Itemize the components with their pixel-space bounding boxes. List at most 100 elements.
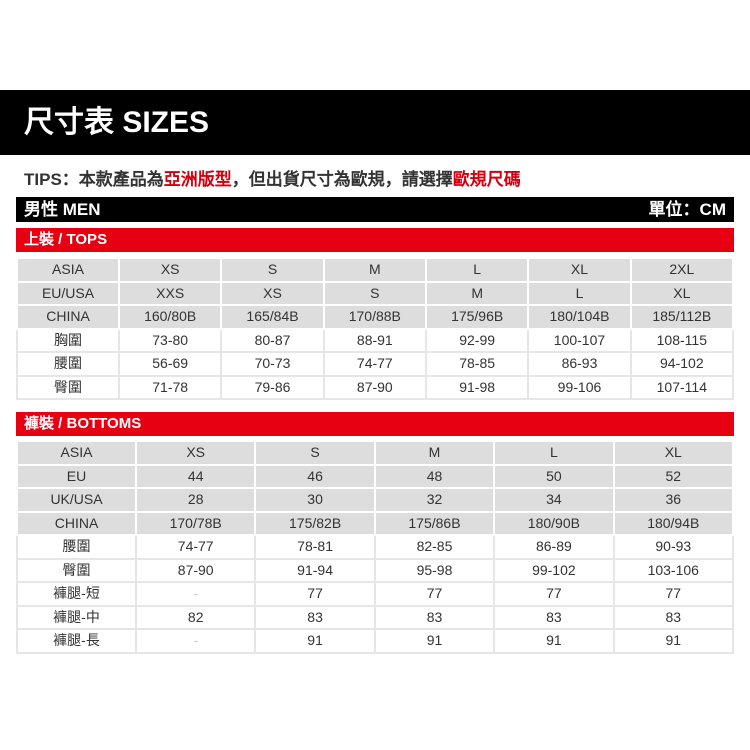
table-row: CHINA 160/80B 165/84B 170/88B 175/96B 180/104… xyxy=(16,304,735,330)
tips-prefix: TIPS：本款產品為 xyxy=(24,170,164,189)
table-cell: 175/82B xyxy=(254,510,376,536)
row-label: EU xyxy=(16,463,137,489)
table-cell: 91-94 xyxy=(254,557,376,583)
table-cell: 2XL xyxy=(629,257,735,283)
tops-header: 上裝 / TOPS xyxy=(16,228,734,252)
table-row: ASIA XS S M L XL xyxy=(16,440,735,466)
table-cell: 160/80B xyxy=(117,304,223,330)
table-cell: XS xyxy=(117,257,223,283)
table-cell: L xyxy=(424,257,530,283)
table-cell: S xyxy=(254,440,376,466)
row-label: 褲腿-長 xyxy=(16,628,137,654)
bottoms-size-table: ASIA XS S M L XL EU 44 46 48 50 52 UK/USA 28 30 32 34 36 C… xyxy=(16,440,735,654)
row-label: UK/USA xyxy=(16,487,137,513)
table-cell: 52 xyxy=(612,463,735,489)
table-cell: 94-102 xyxy=(629,351,735,377)
row-label: CHINA xyxy=(16,510,137,536)
table-row: EU/USA XXS XS S M L XL xyxy=(16,280,735,306)
unit-label: 單位：CM xyxy=(648,200,726,219)
table-cell: 91-98 xyxy=(424,374,530,400)
table-cell: 83 xyxy=(612,604,735,630)
table-cell: 165/84B xyxy=(220,304,325,330)
table-cell: 180/104B xyxy=(527,304,632,330)
table-cell: 80-87 xyxy=(220,327,325,353)
table-cell: 107-114 xyxy=(629,374,735,400)
table-cell: 36 xyxy=(612,487,735,513)
table-row: 褲腿-短 -77 77 77 77 xyxy=(16,581,735,607)
table-row: UK/USA 28 30 32 34 36 xyxy=(16,487,735,513)
table-cell: 185/112B xyxy=(629,304,735,330)
table-cell: 100-107 xyxy=(527,327,632,353)
table-cell: 83 xyxy=(493,604,615,630)
table-cell: - xyxy=(134,628,257,654)
tops-size-table: ASIA XS S M L XL 2XL EU/USA XXS XS S M L XL CHINA 160/8… xyxy=(16,257,735,400)
table-cell: S xyxy=(220,257,325,283)
table-cell: 180/94B xyxy=(612,510,735,536)
section-label: 男性 MEN xyxy=(24,200,101,219)
table-cell: 46 xyxy=(254,463,376,489)
table-cell: XL xyxy=(527,257,632,283)
table-cell: 28 xyxy=(134,487,257,513)
tips-highlight-asian-fit: 亞洲版型 xyxy=(163,170,232,189)
table-cell: 95-98 xyxy=(373,557,496,583)
table-cell: 103-106 xyxy=(612,557,735,583)
table-cell: 99-102 xyxy=(493,557,615,583)
table-cell: 48 xyxy=(373,463,496,489)
table-cell: L xyxy=(527,280,632,306)
row-label: 臀圍 xyxy=(16,374,120,400)
table-row: 腰圍 56-69 70-73 74-77 78-85 86-93 94-102 xyxy=(16,351,735,377)
row-label: 腰圍 xyxy=(16,351,120,377)
table-cell: 77 xyxy=(254,581,376,607)
table-cell: 170/78B xyxy=(134,510,257,536)
table-cell: XXS xyxy=(117,280,223,306)
table-cell: 71-78 xyxy=(117,374,223,400)
row-label: 褲腿-短 xyxy=(16,581,137,607)
table-cell: S xyxy=(322,280,427,306)
table-cell: M xyxy=(424,280,530,306)
table-row: CHINA 170/78B 175/82B 175/86B 180/90B 180/94B xyxy=(16,510,735,536)
row-label: 臀圍 xyxy=(16,557,137,583)
table-cell: 74-77 xyxy=(322,351,427,377)
table-cell: 90-93 xyxy=(612,534,735,560)
table-cell: 78-81 xyxy=(254,534,376,560)
table-cell: 91 xyxy=(373,628,496,654)
table-cell: 34 xyxy=(493,487,615,513)
table-cell: - xyxy=(134,581,257,607)
row-label: ASIA xyxy=(16,257,120,283)
table-cell: 56-69 xyxy=(117,351,223,377)
table-cell: 87-90 xyxy=(134,557,257,583)
table-cell: 83 xyxy=(373,604,496,630)
tips-highlight-eu-size: 歐規尺碼 xyxy=(452,170,521,189)
table-cell: XL xyxy=(612,440,735,466)
row-label: 胸圍 xyxy=(16,327,120,353)
table-row: EU 44 46 48 50 52 xyxy=(16,463,735,489)
table-row: 胸圍 73-80 80-87 88-91 92-99 100-107 108-115 xyxy=(16,327,735,353)
row-label: EU/USA xyxy=(16,280,120,306)
table-cell: 180/90B xyxy=(493,510,615,536)
table-cell: M xyxy=(373,440,496,466)
table-cell: 91 xyxy=(254,628,376,654)
table-cell: 86-93 xyxy=(527,351,632,377)
table-cell: 74-77 xyxy=(134,534,257,560)
table-cell: M xyxy=(322,257,427,283)
table-cell: 77 xyxy=(612,581,735,607)
table-cell: 88-91 xyxy=(322,327,427,353)
row-label: 腰圍 xyxy=(16,534,137,560)
table-row: 臀圍 87-90 91-94 95-98 99-102 103-106 xyxy=(16,557,735,583)
table-cell: 92-99 xyxy=(424,327,530,353)
table-cell: 170/88B xyxy=(322,304,427,330)
table-cell: L xyxy=(493,440,615,466)
table-cell: 175/96B xyxy=(424,304,530,330)
table-cell: 30 xyxy=(254,487,376,513)
table-cell: 82-85 xyxy=(373,534,496,560)
row-label: ASIA xyxy=(16,440,137,466)
table-cell: 175/86B xyxy=(373,510,496,536)
tips-middle: ，但出貨尺寸為歐規，請選擇 xyxy=(231,170,453,189)
table-cell: 50 xyxy=(493,463,615,489)
table-cell: 44 xyxy=(134,463,257,489)
row-label: CHINA xyxy=(16,304,120,330)
table-cell: 70-73 xyxy=(220,351,325,377)
table-cell: 91 xyxy=(612,628,735,654)
table-cell: 79-86 xyxy=(220,374,325,400)
table-cell: 99-106 xyxy=(527,374,632,400)
